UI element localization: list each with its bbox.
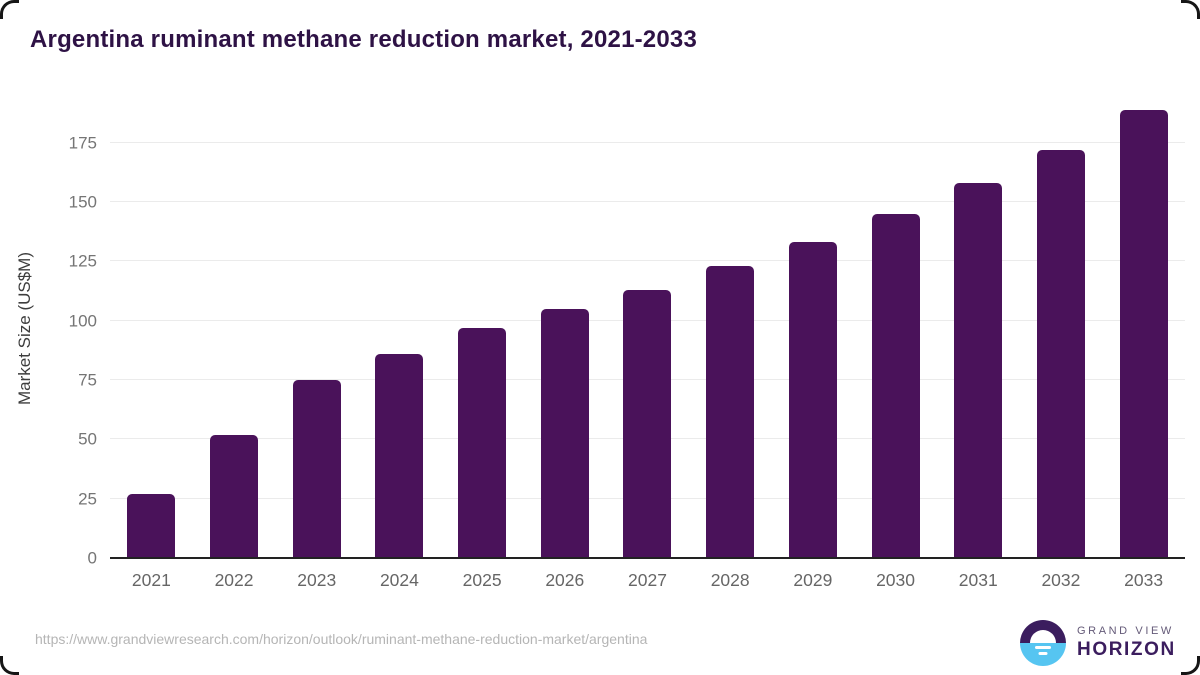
x-axis-line	[110, 557, 1185, 559]
y-tick-175: 175	[68, 133, 97, 153]
water-reflection-line	[1035, 646, 1051, 649]
bar-cell-2026	[523, 100, 606, 558]
bar-cell-2022	[193, 100, 276, 558]
x-tick-2031: 2031	[958, 570, 998, 590]
bar-2028	[706, 266, 755, 558]
x-tick-2026: 2026	[545, 570, 585, 590]
bar-cell-2025	[441, 100, 524, 558]
frame-corner-bottom-right	[1181, 656, 1200, 675]
logo-horizon-label: HORIZON	[1077, 639, 1176, 660]
bar-cell-2024	[358, 100, 441, 558]
horizon-sunrise-icon	[1020, 620, 1066, 666]
x-tick-2028: 2028	[710, 570, 750, 590]
y-tick-50: 50	[78, 429, 97, 449]
y-tick-0: 0	[87, 548, 97, 568]
plot-area	[110, 100, 1185, 559]
x-tick-2027: 2027	[628, 570, 667, 590]
bar-cell-2032	[1020, 100, 1103, 558]
x-tick-2032: 2032	[1041, 570, 1081, 590]
bar-2021	[127, 493, 176, 558]
bar-cell-2023	[275, 100, 358, 558]
bar-cell-2027	[606, 100, 689, 558]
frame-corner-top-right	[1181, 0, 1200, 19]
sun-icon	[1030, 630, 1056, 643]
y-tick-25: 25	[78, 489, 97, 509]
gridline-125	[110, 260, 1185, 262]
logo-text: GRAND VIEW HORIZON	[1077, 625, 1176, 661]
bar-2025	[458, 327, 507, 558]
bar-2033	[1119, 109, 1168, 558]
gridline-175	[110, 141, 1185, 143]
bar-2022	[210, 434, 259, 558]
bar-2024	[375, 353, 424, 558]
bar-2023	[292, 380, 341, 558]
bars-container	[110, 100, 1185, 558]
y-tick-125: 125	[68, 251, 97, 271]
bar-cell-2029	[772, 100, 855, 558]
y-axis-ticks: 0 25 50 75 100 125 150 175	[0, 100, 97, 566]
bar-cell-2028	[689, 100, 772, 558]
bar-cell-2031	[937, 100, 1020, 558]
bar-cell-2021	[110, 100, 193, 558]
x-tick-2033: 2033	[1124, 570, 1164, 590]
logo-grand-view-label: GRAND VIEW	[1077, 625, 1174, 637]
x-tick-2029: 2029	[793, 570, 833, 590]
bar-2026	[540, 308, 589, 558]
bar-2031	[954, 183, 1003, 558]
bar-2027	[623, 289, 672, 558]
bar-2030	[871, 213, 920, 558]
x-tick-2024: 2024	[379, 570, 419, 590]
x-tick-2025: 2025	[462, 570, 502, 590]
bar-2032	[1036, 149, 1085, 558]
y-tick-100: 100	[68, 311, 97, 331]
x-tick-2030: 2030	[876, 570, 915, 590]
y-tick-150: 150	[68, 192, 97, 212]
x-tick-2023: 2023	[297, 570, 337, 590]
source-url: https://www.grandviewresearch.com/horizo…	[35, 631, 648, 647]
chart-title: Argentina ruminant methane reduction mar…	[30, 26, 698, 53]
water-reflection-line-small	[1038, 652, 1048, 655]
gridline-150	[110, 201, 1185, 203]
frame-corner-top-left	[0, 0, 19, 19]
grand-view-horizon-logo: GRAND VIEW HORIZON	[1020, 620, 1176, 666]
frame-corner-bottom-left	[0, 656, 19, 675]
x-tick-2022: 2022	[214, 570, 254, 590]
bar-cell-2030	[854, 100, 937, 558]
x-axis-labels: 2021 2022 2023 2024 2025 2026 2027 2028 2029 2030…	[110, 570, 1185, 591]
bar-cell-2033	[1102, 100, 1185, 558]
y-tick-75: 75	[78, 370, 97, 390]
bar-2029	[788, 242, 837, 558]
x-tick-2021: 2021	[131, 570, 171, 590]
